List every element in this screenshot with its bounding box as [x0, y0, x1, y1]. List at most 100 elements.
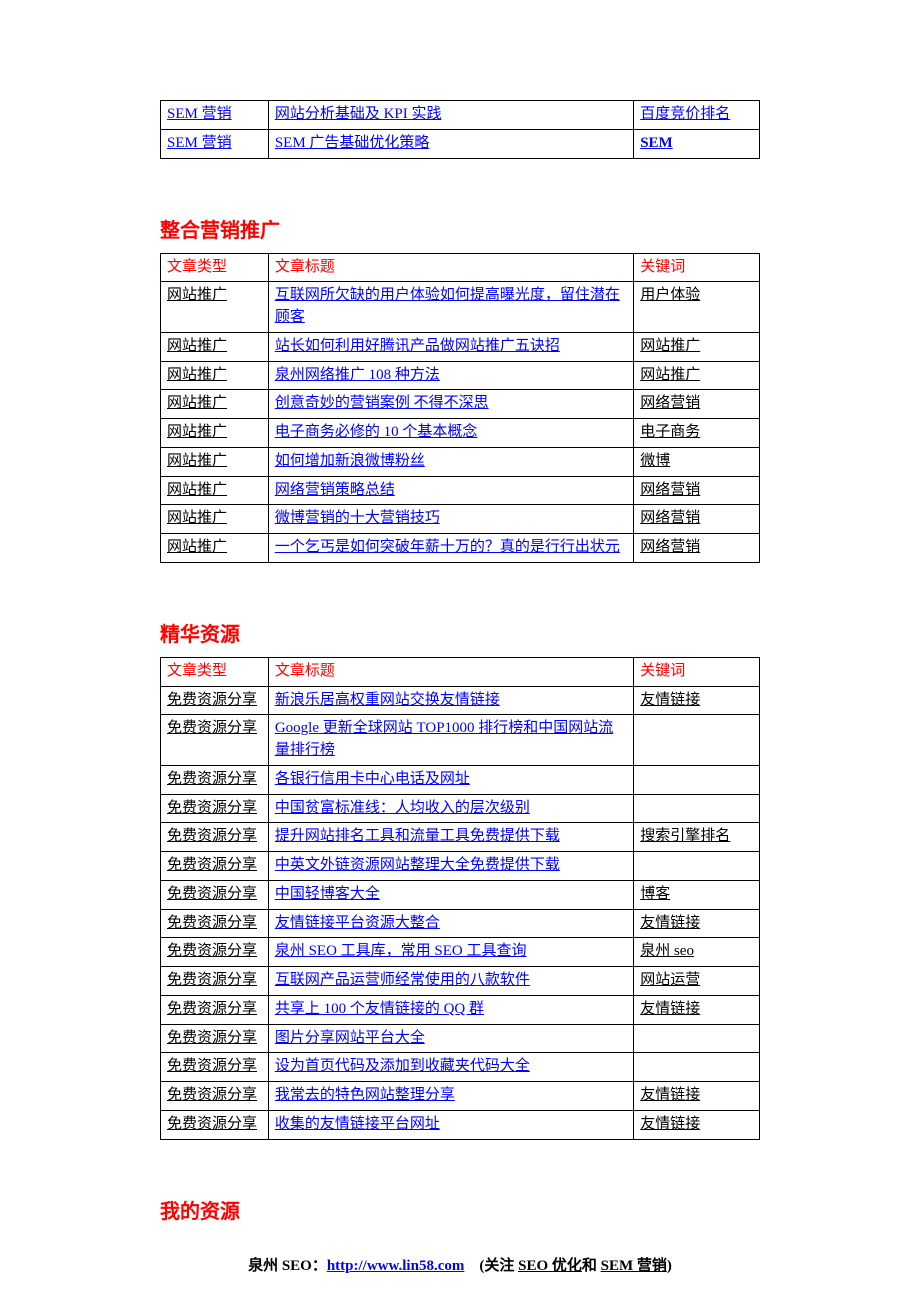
title-link[interactable]: 图片分享网站平台大全 — [275, 1030, 425, 1046]
keyword-text: 微博 — [640, 453, 670, 469]
table-row: 网站推广 微博营销的十大营销技巧 网络营销 — [161, 505, 760, 534]
section-heading: 我的资源 — [160, 1195, 760, 1224]
table-row: SEM 营销 SEM 广告基础优化策略 SEM — [161, 129, 760, 158]
type-text: 免费资源分享 — [167, 800, 257, 816]
keyword-text: 网络营销 — [640, 482, 700, 498]
table-row: 免费资源分享 新浪乐居高权重网站交换友情链接 友情链接 — [161, 686, 760, 715]
table-row: 网站推广站长如何利用好腾讯产品做网站推广五诀招网站推广 — [161, 332, 760, 361]
footer-label: 泉州 SEO： — [248, 1258, 327, 1274]
table-row: 网站推广 一个乞丐是如何突破年薪十万的？真的是行行出状元 网络营销 — [161, 534, 760, 563]
title-link[interactable]: 一个乞丐是如何突破年薪十万的？真的是行行出状元 — [275, 539, 620, 555]
table-row: 免费资源分享 中英文外链资源网站整理大全免费提供下载 — [161, 852, 760, 881]
keyword-text: 博客 — [640, 886, 670, 902]
header-cell: 关键词 — [634, 253, 760, 282]
keyword-text: 网站推广 — [640, 367, 700, 383]
title-link[interactable]: 中国轻博客大全 — [275, 886, 380, 902]
footer-text: (关注 — [479, 1258, 518, 1274]
type-text: 免费资源分享 — [167, 1087, 257, 1103]
title-link[interactable]: 站长如何利用好腾讯产品做网站推广五诀招 — [275, 338, 560, 354]
title-link[interactable]: 中国贫富标准线：人均收入的层次级别 — [275, 800, 530, 816]
keyword-text: 友情链接 — [640, 692, 700, 708]
keyword-text: 搜索引擎排名 — [640, 828, 730, 844]
type-text: 免费资源分享 — [167, 1058, 257, 1074]
title-link[interactable]: 网络营销策略总结 — [275, 482, 395, 498]
type-text: 免费资源分享 — [167, 692, 257, 708]
title-link[interactable]: 微博营销的十大营销技巧 — [275, 510, 440, 526]
title-link[interactable]: 泉州网络推广 108 种方法 — [275, 367, 440, 383]
keyword-text: 友情链接 — [640, 1087, 700, 1103]
title-link[interactable]: 新浪乐居高权重网站交换友情链接 — [275, 692, 500, 708]
table-row: SEM 营销 网站分析基础及 KPI 实践 百度竞价排名 — [161, 101, 760, 130]
table-row: 免费资源分享 共享上 100 个友情链接的 QQ 群 友情链接 — [161, 995, 760, 1024]
type-link[interactable]: SEM 营销 — [167, 135, 232, 151]
type-link[interactable]: SEM 营销 — [167, 106, 232, 122]
table-row: 网站推广电子商务必修的 10 个基本概念电子商务 — [161, 419, 760, 448]
title-link[interactable]: 各银行信用卡中心电话及网址 — [275, 771, 470, 787]
keyword-text: 友情链接 — [640, 1116, 700, 1132]
title-link[interactable]: 友情链接平台资源大整合 — [275, 915, 440, 931]
header-cell: 文章类型 — [161, 657, 269, 686]
footer-url[interactable]: http://www.lin58.com — [327, 1258, 465, 1274]
footer-link[interactable]: SEO 优化 — [518, 1258, 582, 1274]
type-text: 网站推广 — [167, 338, 227, 354]
table-header-row: 文章类型文章标题关键词 — [161, 657, 760, 686]
type-text: 网站推广 — [167, 510, 227, 526]
section-table: 文章类型文章标题关键词免费资源分享新浪乐居高权重网站交换友情链接友情链接免费资源… — [160, 657, 760, 1140]
title-link[interactable]: 互联网产品运营师经常使用的八款软件 — [275, 972, 530, 988]
title-link[interactable]: 如何增加新浪微博粉丝 — [275, 453, 425, 469]
footer-link[interactable]: SEM 营销 — [601, 1258, 667, 1274]
keyword-link[interactable]: 百度竞价排名 — [640, 106, 730, 122]
title-link[interactable]: 泉州 SEO 工具库，常用 SEO 工具查询 — [275, 943, 527, 959]
keyword-text: 用户体验 — [640, 287, 700, 303]
header-cell: 文章类型 — [161, 253, 269, 282]
section-table: 文章类型文章标题关键词网站推广 互联网所欠缺的用户体验如何提高曝光度，留住潜在顾客… — [160, 253, 760, 563]
type-text: 免费资源分享 — [167, 1001, 257, 1017]
keyword-text: 友情链接 — [640, 915, 700, 931]
table-row: 网站推广 互联网所欠缺的用户体验如何提高曝光度，留住潜在顾客 用户体验 — [161, 282, 760, 333]
title-link[interactable]: 电子商务必修的 10 个基本概念 — [275, 424, 478, 440]
type-text: 网站推广 — [167, 395, 227, 411]
keyword-link[interactable]: SEM — [640, 135, 673, 151]
keyword-text: 网络营销 — [640, 395, 700, 411]
title-link[interactable]: 设为首页代码及添加到收藏夹代码大全 — [275, 1058, 530, 1074]
title-link[interactable]: 互联网所欠缺的用户体验如何提高曝光度，留住潜在顾客 — [275, 287, 620, 325]
title-link[interactable]: 收集的友情链接平台网址 — [275, 1116, 440, 1132]
type-text: 免费资源分享 — [167, 915, 257, 931]
table-row: 免费资源分享 Google 更新全球网站 TOP1000 排行榜和中国网站流量排行… — [161, 715, 760, 766]
title-link[interactable]: SEM 广告基础优化策略 — [275, 135, 430, 151]
table-row: 网站推广 如何增加新浪微博粉丝 微博 — [161, 447, 760, 476]
header-cell: 文章标题 — [268, 657, 633, 686]
table-row: 免费资源分享 各银行信用卡中心电话及网址 — [161, 765, 760, 794]
top-table: SEM 营销 网站分析基础及 KPI 实践 百度竞价排名 SEM 营销 SEM … — [160, 100, 760, 159]
type-text: 网站推广 — [167, 482, 227, 498]
type-text: 免费资源分享 — [167, 720, 257, 736]
type-text: 网站推广 — [167, 539, 227, 555]
keyword-text: 友情链接 — [640, 1001, 700, 1017]
type-text: 网站推广 — [167, 287, 227, 303]
page-footer: 泉州 SEO：http://www.lin58.com (关注 SEO 优化和 … — [160, 1254, 760, 1275]
title-link[interactable]: 创意奇妙的营销案例 不得不深思 — [275, 395, 489, 411]
keyword-text: 泉州 seo — [640, 943, 694, 959]
keyword-text: 网络营销 — [640, 539, 700, 555]
table-row: 免费资源分享 我常去的特色网站整理分享 友情链接 — [161, 1082, 760, 1111]
type-text: 免费资源分享 — [167, 943, 257, 959]
table-row: 网站推广 创意奇妙的营销案例 不得不深思 网络营销 — [161, 390, 760, 419]
table-header-row: 文章类型文章标题关键词 — [161, 253, 760, 282]
type-text: 网站推广 — [167, 453, 227, 469]
section-heading: 精华资源 — [160, 618, 760, 647]
title-link[interactable]: 共享上 100 个友情链接的 QQ 群 — [275, 1001, 484, 1017]
table-row: 免费资源分享收集的友情链接平台网址友情链接 — [161, 1110, 760, 1139]
type-text: 免费资源分享 — [167, 771, 257, 787]
title-link[interactable]: 提升网站排名工具和流量工具免费提供下载 — [275, 828, 560, 844]
section-heading: 整合营销推广 — [160, 214, 760, 243]
keyword-text: 网络营销 — [640, 510, 700, 526]
table-row: 免费资源分享 友情链接平台资源大整合 友情链接 — [161, 909, 760, 938]
table-row: 免费资源分享互联网产品运营师经常使用的八款软件网站运营 — [161, 967, 760, 996]
title-link[interactable]: Google 更新全球网站 TOP1000 排行榜和中国网站流量排行榜 — [275, 720, 613, 758]
type-text: 网站推广 — [167, 424, 227, 440]
type-text: 免费资源分享 — [167, 857, 257, 873]
title-link[interactable]: 网站分析基础及 KPI 实践 — [275, 106, 442, 122]
title-link[interactable]: 我常去的特色网站整理分享 — [275, 1087, 455, 1103]
title-link[interactable]: 中英文外链资源网站整理大全免费提供下载 — [275, 857, 560, 873]
footer-text: 和 — [582, 1258, 601, 1274]
